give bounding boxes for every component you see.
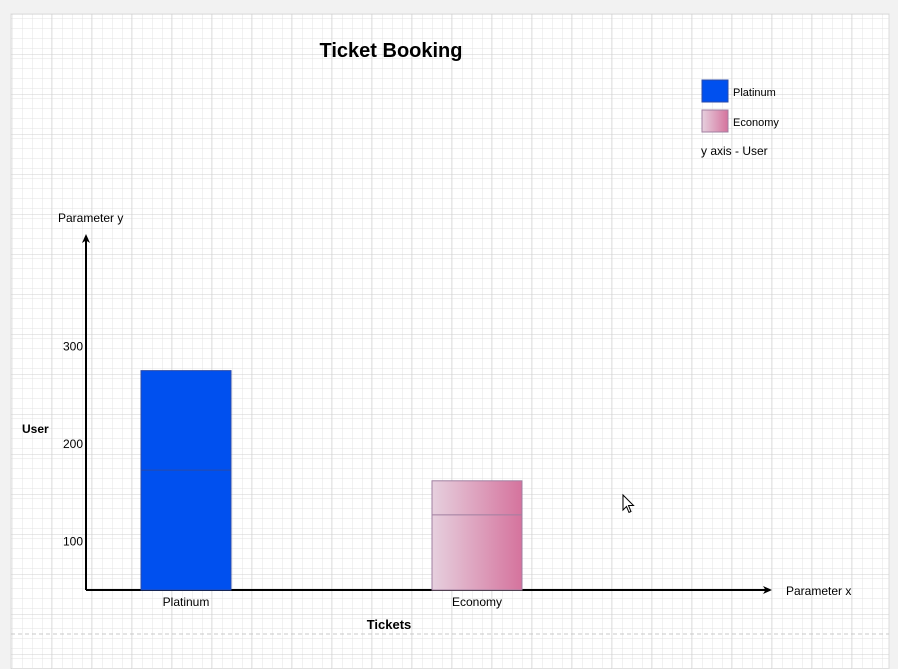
category-labels: Platinum Economy <box>163 595 502 609</box>
legend-label-platinum: Platinum <box>733 87 776 99</box>
x-axis-label: Tickets <box>367 617 412 632</box>
y-axis-label: User <box>22 422 49 436</box>
bar-economy <box>431 480 523 591</box>
bars <box>140 370 523 591</box>
legend-swatch-platinum <box>701 79 729 103</box>
legend-note: y axis - User <box>701 144 768 158</box>
y-axis-caption: Parameter y <box>58 211 123 225</box>
category-label-platinum: Platinum <box>163 595 210 609</box>
y-tick-label: 100 <box>63 534 83 548</box>
legend-label-economy: Economy <box>733 117 779 129</box>
category-label-economy: Economy <box>452 595 502 609</box>
bar-platinum <box>140 370 232 591</box>
chart-title: Ticket Booking <box>320 40 463 62</box>
y-tick-label: 200 <box>63 437 83 451</box>
legend-swatch-economy <box>701 109 729 133</box>
x-axis-caption: Parameter x <box>786 584 851 598</box>
y-tick-label: 300 <box>63 339 83 353</box>
y-tick-labels: 100 200 300 <box>63 339 83 548</box>
mouse-cursor-icon <box>622 493 635 514</box>
legend: Platinum Economy y axis - User <box>701 79 779 158</box>
